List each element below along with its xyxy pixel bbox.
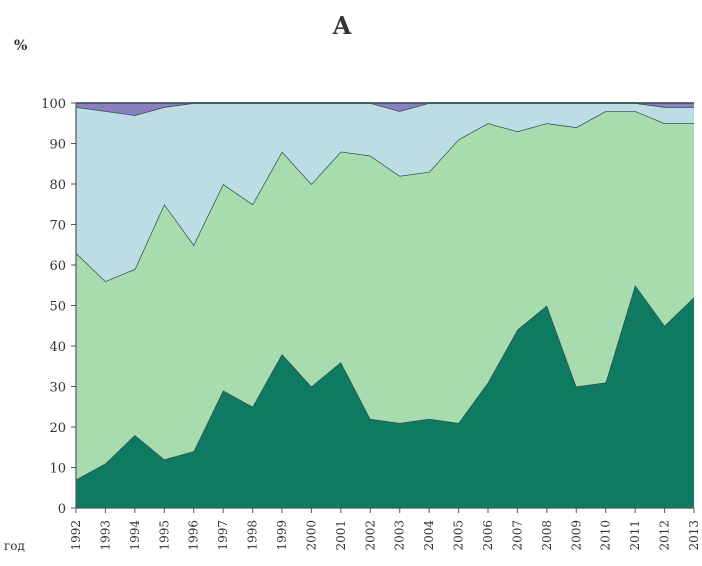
x-tick-label: 2000 <box>304 520 318 551</box>
x-axis-label: год <box>4 539 25 553</box>
y-tick-label: 20 <box>49 421 66 436</box>
y-tick-label: 100 <box>41 97 66 112</box>
x-tick-label: 1995 <box>157 520 171 551</box>
y-tick-label: 40 <box>49 340 66 355</box>
x-tick-label: 2010 <box>599 520 613 551</box>
area-series-2 <box>76 111 694 480</box>
y-tick-label: 50 <box>49 300 66 315</box>
x-tick-label: 1992 <box>69 520 83 551</box>
x-tick-label: 2004 <box>422 520 436 551</box>
x-tick-label: 1999 <box>275 520 289 551</box>
x-tick-label: 2012 <box>658 520 672 551</box>
areas-layer <box>75 102 695 508</box>
x-tick-label: 1997 <box>216 520 230 551</box>
y-tick-label: 10 <box>49 462 66 477</box>
x-tick-label: 2002 <box>363 520 377 551</box>
x-tick-label: 1996 <box>187 520 201 551</box>
x-tick-label: 2003 <box>393 520 407 551</box>
y-axis-unit-label: % <box>14 38 27 54</box>
y-tick-label: 80 <box>49 178 66 193</box>
area-series-3 <box>76 103 694 282</box>
x-tick-label: 1998 <box>246 520 260 551</box>
x-tick-label: 2008 <box>540 520 554 551</box>
area-series-1 <box>76 285 694 508</box>
y-tick-label: 70 <box>49 219 66 234</box>
x-tick-label: 2007 <box>510 520 524 551</box>
x-tick-label: 2009 <box>569 520 583 551</box>
y-axis-ticks: 0 10 20 30 40 50 60 70 80 90 100 <box>41 97 76 517</box>
y-tick-label: 30 <box>49 381 66 396</box>
x-tick-label: 1994 <box>128 520 142 551</box>
chart-title: А <box>332 11 352 40</box>
x-tick-label: 2005 <box>452 520 466 551</box>
y-tick-label: 0 <box>58 502 66 517</box>
y-tick-label: 90 <box>49 138 66 153</box>
x-tick-label: 2011 <box>628 520 642 551</box>
x-axis-ticks: 1992 1993 1994 1995 1996 1997 1998 1999 2000 2001… <box>69 508 701 551</box>
x-tick-label: 2013 <box>687 520 701 551</box>
area-series-4 <box>76 103 694 116</box>
x-tick-label: 2001 <box>334 520 348 551</box>
y-tick-label: 60 <box>49 259 66 274</box>
x-tick-label: 2006 <box>481 520 495 551</box>
x-tick-label: 1993 <box>98 520 112 551</box>
